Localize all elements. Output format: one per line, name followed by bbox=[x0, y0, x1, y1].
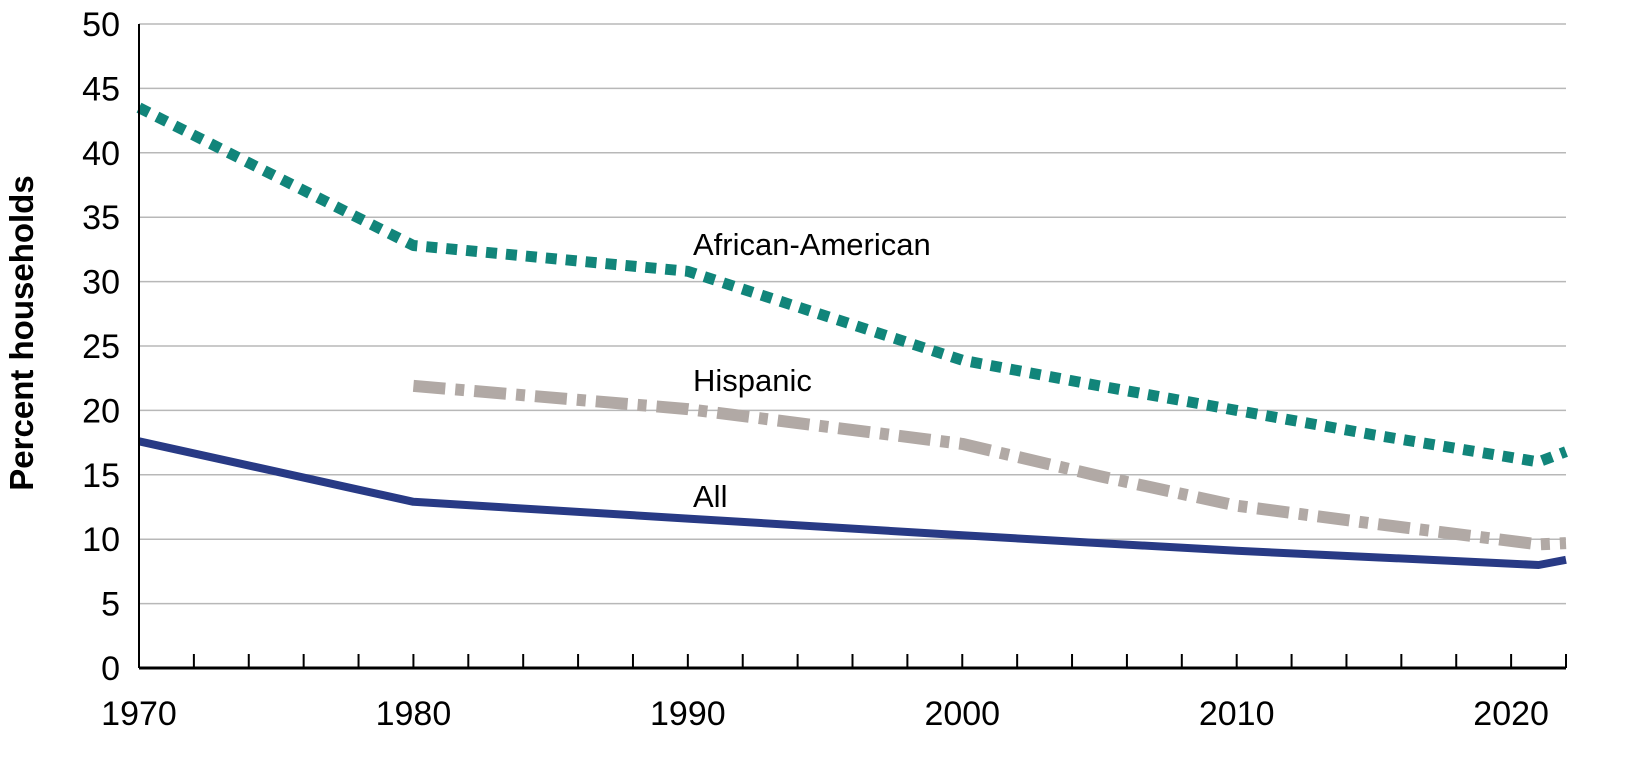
gridlines bbox=[139, 23, 1566, 605]
y-tick-label-40: 40 bbox=[82, 135, 120, 173]
y-tick-label-30: 30 bbox=[82, 264, 120, 302]
y-tick-label-15: 15 bbox=[82, 457, 120, 495]
y-tick-label-50: 50 bbox=[82, 6, 120, 44]
x-tick-label-2020: 2020 bbox=[1473, 695, 1549, 733]
x-tick-labels: 1970 1980 1990 2000 2010 2020 bbox=[101, 695, 1549, 733]
y-tick-label-5: 5 bbox=[101, 586, 120, 624]
x-tick-label-1990: 1990 bbox=[650, 695, 726, 733]
annotation-all: All bbox=[693, 479, 727, 514]
x-tick-label-1980: 1980 bbox=[376, 695, 452, 733]
x-tick-label-2000: 2000 bbox=[924, 695, 1000, 733]
y-tick-label-25: 25 bbox=[82, 328, 120, 366]
y-tick-label-10: 10 bbox=[82, 521, 120, 559]
series-line-hispanic bbox=[412, 379, 1567, 551]
x-tick-label-1970: 1970 bbox=[101, 695, 177, 733]
y-axis-label: Percent households bbox=[3, 175, 40, 490]
series-layer bbox=[136, 102, 1568, 569]
annotation-african-american: African-American bbox=[693, 227, 931, 262]
y-tick-labels: 0 5 10 15 20 25 30 35 40 45 50 bbox=[82, 6, 120, 688]
y-tick-label-45: 45 bbox=[82, 70, 120, 108]
series-line-all bbox=[138, 437, 1567, 569]
y-tick-label-20: 20 bbox=[82, 392, 120, 430]
annotation-hispanic: Hispanic bbox=[693, 363, 812, 398]
series-line-african-american bbox=[136, 102, 1568, 468]
x-axis-minor-ticks bbox=[138, 654, 1567, 668]
x-tick-label-2010: 2010 bbox=[1199, 695, 1275, 733]
y-tick-label-35: 35 bbox=[82, 199, 120, 237]
y-tick-label-0: 0 bbox=[101, 650, 120, 688]
series-annotations: African-American Hispanic All bbox=[693, 227, 931, 514]
